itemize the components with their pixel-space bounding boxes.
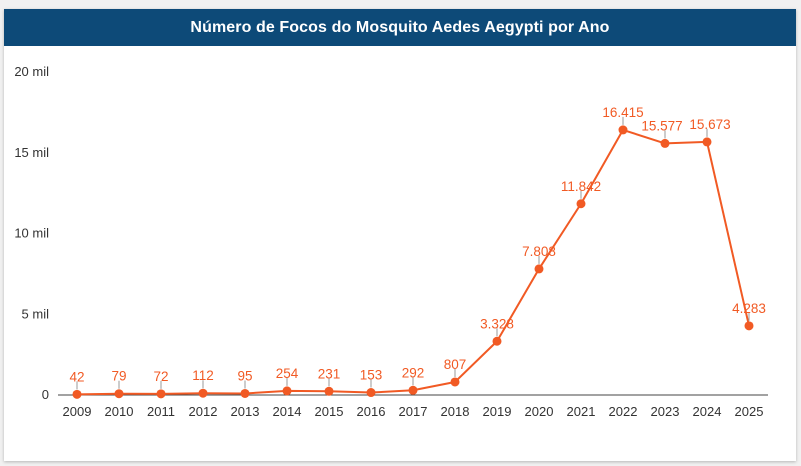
y-tick-label: 5 mil	[22, 306, 50, 321]
y-tick-label: 0	[42, 387, 49, 402]
x-tick-label: 2016	[357, 404, 386, 419]
data-point	[366, 388, 376, 398]
data-label: 292	[402, 365, 425, 380]
data-point	[156, 389, 166, 399]
x-tick-label: 2021	[567, 404, 596, 419]
data-label: 7.808	[522, 244, 556, 259]
data-point	[660, 138, 670, 148]
x-tick-label: 2024	[693, 404, 722, 419]
data-label: 11.842	[561, 179, 601, 194]
data-label: 15.673	[689, 117, 730, 132]
data-point	[744, 321, 754, 331]
chart-title: Número de Focos do Mosquito Aedes Aegypt…	[190, 18, 610, 36]
data-label: 153	[360, 368, 383, 383]
data-point	[576, 199, 586, 209]
x-tick-label: 2020	[525, 404, 554, 419]
data-label: 254	[276, 366, 299, 381]
x-tick-label: 2025	[735, 404, 764, 419]
data-label: 15.577	[641, 118, 682, 133]
data-point	[492, 336, 502, 346]
data-label: 112	[192, 368, 214, 383]
y-tick-label: 15 mil	[14, 145, 49, 160]
y-tick-label: 20 mil	[14, 64, 49, 79]
chart-card: Número de Focos do Mosquito Aedes Aegypt…	[4, 9, 796, 461]
data-point	[324, 386, 334, 396]
data-label: 42	[69, 369, 84, 384]
x-tick-label: 2022	[609, 404, 638, 419]
data-point	[450, 377, 460, 387]
data-point	[702, 137, 712, 147]
data-label: 807	[444, 357, 467, 372]
x-tick-label: 2018	[441, 404, 470, 419]
x-tick-label: 2019	[483, 404, 512, 419]
data-label: 3.328	[480, 316, 514, 331]
data-label: 4.283	[732, 301, 766, 316]
x-tick-label: 2010	[105, 404, 134, 419]
x-tick-label: 2011	[147, 404, 175, 419]
x-tick-label: 2014	[273, 404, 302, 419]
data-label: 95	[237, 368, 252, 383]
x-tick-label: 2023	[651, 404, 680, 419]
series-line	[76, 128, 750, 396]
data-point	[240, 388, 250, 398]
data-label: 16.415	[602, 105, 643, 120]
x-tick-label: 2012	[189, 404, 218, 419]
x-tick-label: 2013	[231, 404, 260, 419]
x-tick-label: 2009	[63, 404, 92, 419]
chart-header: Número de Focos do Mosquito Aedes Aegypt…	[4, 9, 796, 46]
data-point	[198, 388, 208, 398]
data-label: 231	[318, 366, 341, 381]
data-point	[408, 385, 418, 395]
x-tick-label: 2015	[315, 404, 344, 419]
data-label: 72	[153, 369, 168, 384]
data-point	[72, 389, 82, 399]
data-point	[114, 389, 124, 399]
x-tick-label: 2017	[399, 404, 428, 419]
data-point	[534, 264, 544, 274]
data-point	[282, 386, 292, 396]
y-tick-label: 10 mil	[14, 226, 49, 241]
data-label: 79	[111, 369, 126, 384]
data-point	[618, 125, 628, 135]
